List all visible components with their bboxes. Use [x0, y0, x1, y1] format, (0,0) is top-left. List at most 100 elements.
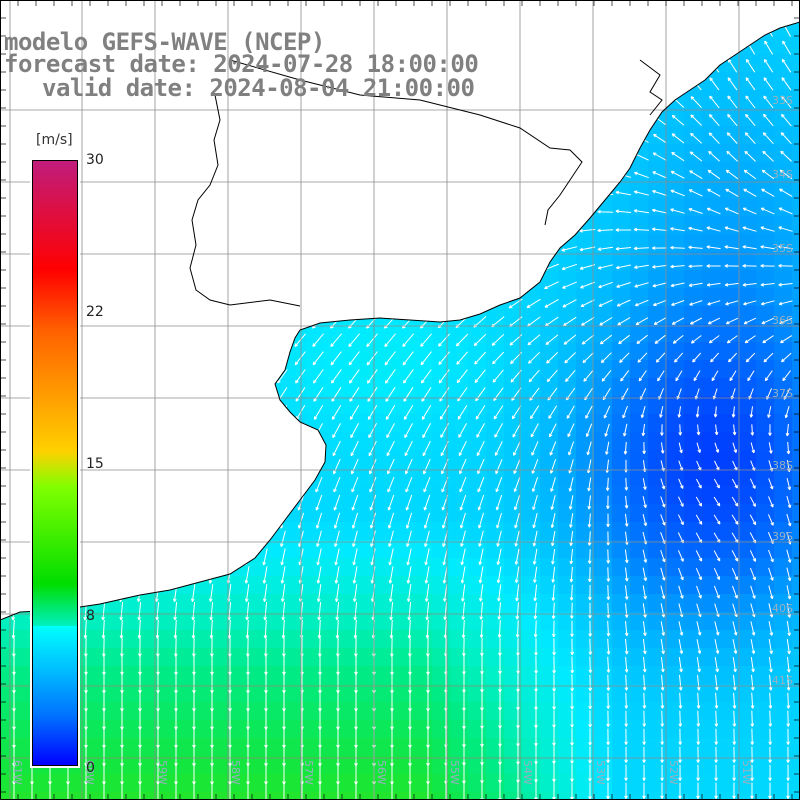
field-cell	[612, 720, 631, 739]
field-cell	[342, 648, 361, 667]
field-cell	[414, 594, 433, 613]
field-cell	[342, 414, 361, 433]
field-cell	[540, 450, 559, 469]
wind-arrow	[190, 513, 195, 528]
wind-arrow	[526, 47, 542, 52]
wind-arrow	[280, 459, 287, 474]
field-cell	[198, 630, 217, 649]
wind-arrow	[262, 513, 267, 528]
field-cell	[432, 702, 451, 721]
field-cell	[108, 684, 127, 703]
field-cell	[468, 666, 487, 685]
field-cell	[216, 378, 235, 397]
field-cell	[468, 198, 487, 217]
wind-arrow	[674, 5, 683, 18]
field-cell	[126, 216, 145, 235]
field-cell	[702, 774, 721, 793]
field-cell	[378, 612, 397, 631]
field-cell	[432, 108, 451, 127]
field-cell	[612, 324, 631, 343]
wind-arrow	[166, 138, 181, 145]
wind-arrow	[137, 531, 142, 547]
wind-arrow	[454, 174, 469, 180]
field-cell	[288, 738, 307, 757]
field-cell	[756, 432, 775, 451]
field-cell	[576, 0, 595, 19]
field-cell	[396, 216, 415, 235]
field-cell	[702, 324, 721, 343]
field-cell	[486, 0, 505, 19]
wind-arrow	[473, 263, 487, 271]
wind-arrow	[101, 549, 105, 566]
field-cell	[270, 162, 289, 181]
field-cell	[126, 342, 145, 361]
field-cell	[576, 306, 595, 325]
field-cell	[468, 684, 487, 703]
field-cell	[612, 630, 631, 649]
field-cell	[630, 216, 649, 235]
field-cell	[396, 720, 415, 739]
field-cell	[432, 756, 451, 775]
field-cell	[162, 108, 181, 127]
field-cell	[594, 126, 613, 145]
field-cell	[576, 18, 595, 37]
field-cell	[792, 396, 800, 415]
field-cell	[216, 612, 235, 631]
field-cell	[108, 594, 127, 613]
field-cell	[288, 792, 307, 800]
wind-arrow	[327, 31, 343, 35]
field-cell	[360, 234, 379, 253]
field-cell	[558, 612, 577, 631]
colorbar-tick-22: 22	[86, 304, 104, 320]
field-cell	[198, 792, 217, 800]
field-cell	[792, 108, 800, 127]
field-cell	[756, 180, 775, 199]
wind-arrow	[136, 513, 141, 528]
field-cell	[666, 666, 685, 685]
field-cell	[738, 702, 757, 721]
wind-arrow	[365, 227, 378, 237]
wind-arrow	[226, 495, 232, 510]
wind-arrow	[184, 138, 199, 145]
field-cell	[648, 72, 667, 91]
field-cell	[558, 738, 577, 757]
field-cell	[234, 450, 253, 469]
wind-arrow	[399, 13, 415, 16]
field-cell	[468, 738, 487, 757]
wind-arrow	[244, 513, 249, 528]
field-cell	[756, 216, 775, 235]
field-cell	[684, 720, 703, 739]
wind-arrow	[400, 156, 414, 163]
field-cell	[576, 648, 595, 667]
field-cell	[198, 306, 217, 325]
field-cell	[648, 306, 667, 325]
field-cell	[108, 0, 127, 19]
field-cell	[270, 792, 289, 800]
field-cell	[648, 234, 667, 253]
field-cell	[540, 756, 559, 775]
field-cell	[144, 324, 163, 343]
field-cell	[36, 0, 55, 19]
field-cell	[630, 198, 649, 217]
wind-arrow	[507, 66, 523, 69]
field-cell	[576, 576, 595, 595]
field-cell	[630, 180, 649, 199]
longitude-label: 55W	[448, 760, 461, 785]
field-cell	[360, 738, 379, 757]
field-cell	[270, 432, 289, 451]
field-cell	[396, 252, 415, 271]
field-cell	[126, 180, 145, 199]
field-cell	[360, 576, 379, 595]
wind-arrow	[382, 138, 397, 145]
field-cell	[630, 90, 649, 109]
field-cell	[252, 144, 271, 163]
field-cell	[540, 360, 559, 379]
wind-arrow	[472, 157, 488, 161]
wind-arrow	[508, 264, 522, 271]
field-cell	[270, 144, 289, 163]
wind-arrow	[617, 117, 631, 124]
field-cell	[702, 198, 721, 217]
field-cell	[468, 144, 487, 163]
field-cell	[396, 594, 415, 613]
wind-arrow	[636, 62, 648, 72]
